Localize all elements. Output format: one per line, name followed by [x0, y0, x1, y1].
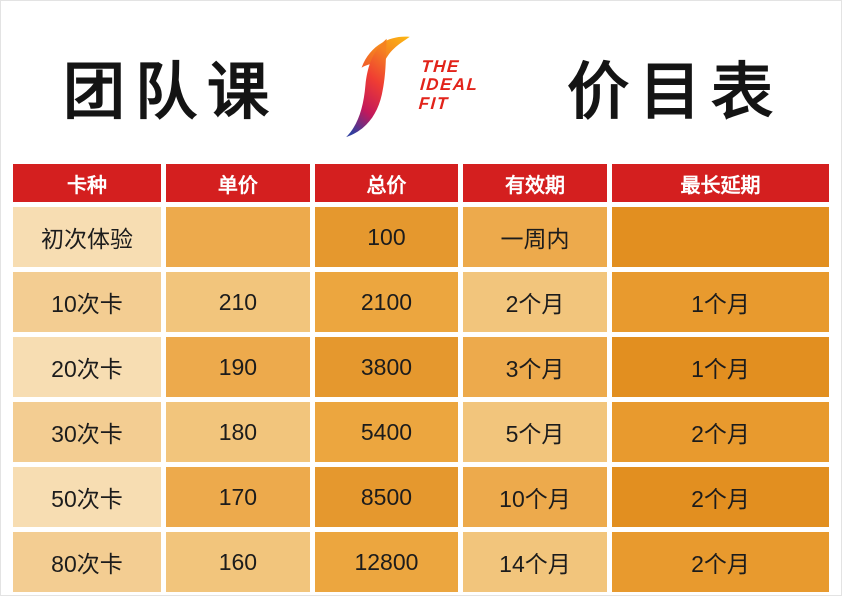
table-cell: 2个月	[611, 402, 829, 462]
price-table: 卡种 单价 总价 有效期 最长延期 初次体验 100 一周内 10次卡 210 …	[13, 164, 829, 592]
table-cell: 3800	[314, 337, 458, 397]
table-cell	[611, 207, 829, 267]
table-cell	[165, 207, 310, 267]
table-cell: 2100	[314, 272, 458, 332]
logo-line-3: FIT	[417, 94, 450, 114]
table-cell: 180	[165, 402, 310, 462]
table-cell: 30次卡	[13, 402, 161, 462]
table-cell: 12800	[314, 532, 458, 592]
table-cell: 2个月	[462, 272, 607, 332]
title-right: 价目表	[566, 58, 783, 127]
logo-line-2: IDEAL	[419, 75, 479, 95]
table-cell: 210	[165, 272, 310, 332]
table-cell: 170	[165, 467, 310, 527]
table-cell: 190	[165, 337, 310, 397]
column-header: 卡种	[13, 164, 161, 202]
table-cell: 5个月	[462, 402, 607, 462]
poster-header: 团队课	[1, 1, 841, 161]
logo-wordmark: THE IDEAL FIT	[417, 57, 480, 114]
table-cell: 2个月	[611, 467, 829, 527]
table-cell: 1个月	[611, 337, 829, 397]
table-cell: 14个月	[462, 532, 607, 592]
table-cell: 20次卡	[13, 337, 161, 397]
table-cell: 5400	[314, 402, 458, 462]
table-cell: 160	[165, 532, 310, 592]
column-header: 单价	[165, 164, 310, 202]
flame-f-icon	[338, 33, 416, 139]
table-cell: 8500	[314, 467, 458, 527]
column-header: 总价	[314, 164, 458, 202]
table-cell: 50次卡	[13, 467, 161, 527]
table-cell: 10个月	[462, 467, 607, 527]
the-ideal-fit-logo: THE IDEAL FIT	[338, 33, 479, 139]
column-header: 最长延期	[611, 164, 829, 202]
table-cell: 100	[314, 207, 458, 267]
logo-line-1: THE	[420, 57, 461, 77]
table-cell: 3个月	[462, 337, 607, 397]
table-cell: 10次卡	[13, 272, 161, 332]
table-cell: 一周内	[462, 207, 607, 267]
table-cell: 1个月	[611, 272, 829, 332]
table-cell: 2个月	[611, 532, 829, 592]
table-cell: 80次卡	[13, 532, 161, 592]
table-cell: 初次体验	[13, 207, 161, 267]
column-header: 有效期	[462, 164, 607, 202]
title-left: 团队课	[63, 58, 280, 127]
